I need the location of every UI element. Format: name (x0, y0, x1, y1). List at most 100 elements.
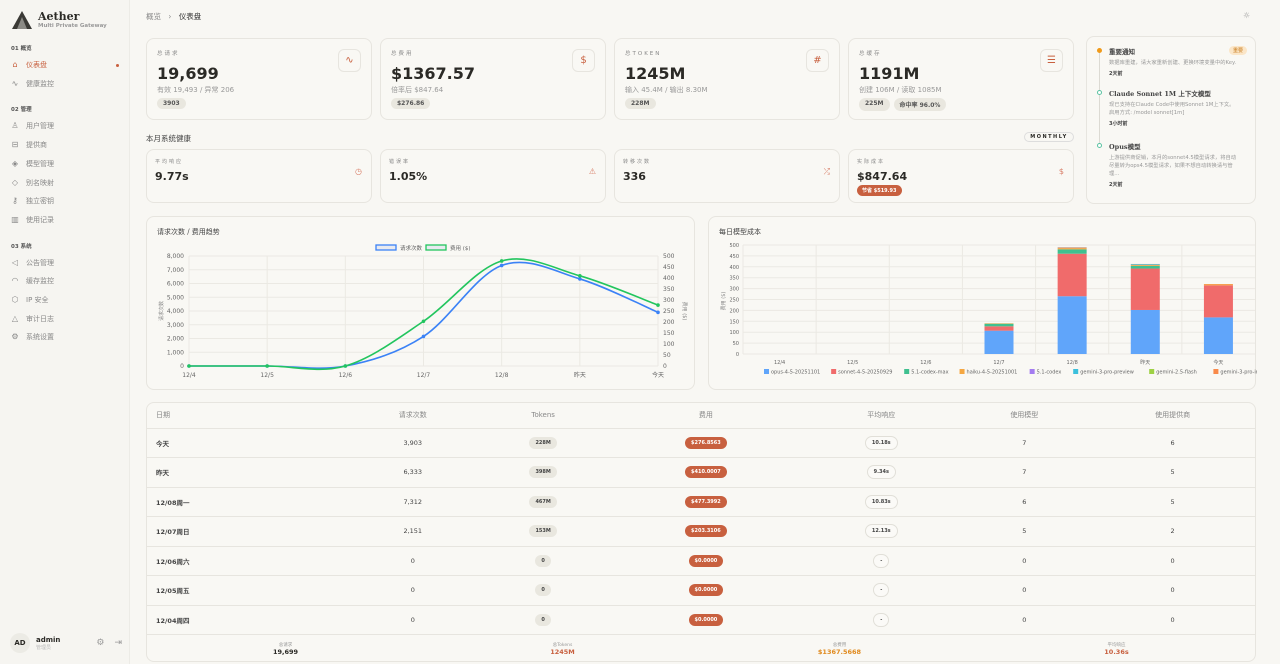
table-cell: 10.18s (804, 428, 959, 458)
column-header[interactable]: 使用提供商 (1090, 403, 1255, 429)
table-cell: 7 (958, 457, 1091, 488)
y-tick-label: 0 (736, 352, 739, 358)
avg-response-value: 12.13s (864, 524, 898, 539)
models-used-value: 0 (1022, 556, 1027, 565)
column-header[interactable]: Tokens (478, 403, 608, 429)
table-cell: 昨天 (147, 457, 347, 488)
table-cell: 228M (478, 428, 608, 458)
sidebar-item[interactable]: ◁ 公告管理 (11, 256, 123, 270)
sidebar-item-label: 仪表盘 (26, 61, 47, 69)
date-value: 12/08周一 (156, 498, 190, 507)
table-row[interactable]: 今天 3,903 228M $276.8563 10.18s 7 6 (147, 428, 1255, 458)
notice-item[interactable]: Claude Sonnet 1M 上下文模型 现已支持在Claude Code中… (1109, 88, 1239, 127)
legend-swatch (1073, 369, 1079, 374)
sidebar-item[interactable]: ⚷ 独立密钥 (11, 194, 123, 208)
stacked-bar-segment (1130, 265, 1160, 269)
table-cell: 3,903 (346, 428, 479, 458)
column-header[interactable]: 请求次数 (346, 403, 479, 429)
avg-response-value: 9.34s (866, 465, 896, 480)
table-row[interactable]: 12/08周一 7,312 467M $477.3992 10.83s 6 5 (147, 487, 1255, 517)
legend-label: 请求次数 (400, 244, 423, 252)
sidebar-item[interactable]: ⊟ 提供商 (11, 138, 123, 152)
models-used-value: 0 (1022, 586, 1027, 595)
legend-swatch (1213, 369, 1219, 374)
data-point (656, 303, 660, 307)
sidebar-item[interactable]: ♙ 用户管理 (11, 119, 123, 133)
table-row[interactable]: 12/04周四 0 0 $0.0000 - 0 0 (147, 605, 1255, 635)
sidebar-item[interactable]: ⚙ 系统设置 (11, 330, 123, 344)
stacked-bar-segment (1057, 253, 1087, 297)
column-header[interactable]: 费用 (607, 403, 805, 429)
legend-label: gemini-3-pro-preview (1080, 370, 1134, 376)
avg-response-value: - (873, 612, 890, 627)
stat-pill: 225M (859, 98, 890, 111)
table-cell: 12/06周六 (147, 546, 347, 576)
stat-card: 总请求 19,699 有效 19,493 / 异常 206 3903 ∿ (146, 38, 372, 120)
providers-used-value: 0 (1170, 556, 1175, 565)
stat-value: 1191M (859, 64, 920, 83)
y-tick-label: 400 (729, 265, 739, 271)
table-row[interactable]: 昨天 6,333 398M $410.0007 9.34s 7 5 (147, 457, 1255, 488)
avg-response-value: - (873, 583, 890, 598)
logout-icon[interactable]: ⇥ (114, 638, 122, 648)
table-row[interactable]: 12/05周五 0 0 $0.0000 - 0 0 (147, 575, 1255, 606)
brand-tagline: Multi Private Gateway (38, 23, 107, 29)
table-row[interactable]: 12/06周六 0 0 $0.0000 - 0 0 (147, 546, 1255, 576)
sidebar-item[interactable]: ▥ 使用记录 (11, 213, 123, 227)
y-tick-label: 50 (733, 341, 739, 347)
notice-title: 重要通知 (1109, 48, 1135, 56)
table-cell: 2,151 (346, 516, 479, 547)
requests-value: 0 (410, 586, 415, 595)
column-header[interactable]: 使用模型 (958, 403, 1091, 429)
table-cell: 7 (958, 428, 1091, 458)
activity-icon: ∿ (338, 49, 361, 72)
timeline-dot (1097, 48, 1102, 53)
table-cell: 0 (478, 575, 608, 606)
legend-label: haiku-4-5-20251001 (967, 370, 1018, 376)
breadcrumb-overview[interactable]: 概览 (146, 12, 161, 21)
theme-toggle-icon[interactable]: ☼ (1243, 11, 1251, 20)
sidebar-item[interactable]: ⬡ IP 安全 (11, 293, 123, 307)
timeline-dot (1097, 143, 1102, 148)
settings-icon: ⚙ (11, 332, 19, 342)
period-badge[interactable]: MONTHLY (1024, 132, 1074, 142)
layers-icon: ◈ (11, 158, 19, 168)
x-tick-label: 12/5 (260, 372, 274, 379)
health-label: 错误率 (389, 159, 411, 165)
daily-table-card: 日期 请求次数 Tokens 费用 平均响应 使用模型 使用提供商 今天 3,903 228M $2… (146, 402, 1256, 662)
sidebar-item[interactable]: ⌂ 仪表盘 (11, 58, 123, 72)
settings-icon[interactable]: ⚙ (96, 638, 105, 648)
sidebar-item-label: 模型管理 (26, 159, 54, 168)
sidebar-item-label: 提供商 (26, 141, 47, 150)
table-row[interactable]: 12/07周日 2,151 153M $203.3106 12.13s 5 2 (147, 516, 1255, 547)
table-cell: $0.0000 (607, 546, 805, 576)
sidebar-item[interactable]: ∿ 健康监控 (11, 77, 123, 91)
column-header[interactable]: 日期 (147, 403, 347, 429)
notice-item[interactable]: Opus模型 上游提供商促销，本月的sonnet4.5模型请求，将自动尽量转为o… (1109, 141, 1239, 188)
sidebar-item-label: 使用记录 (26, 215, 54, 224)
column-header[interactable]: 平均响应 (804, 403, 959, 429)
y-tick-label: 250 (729, 298, 739, 304)
requests-value: 0 (410, 615, 415, 624)
notice-body: 上游提供商促销，本月的sonnet4.5模型请求，将自动尽量转为ops4.5模型… (1109, 155, 1237, 177)
user-role: 管理员 (36, 644, 52, 651)
sidebar-item-label: 缓存监控 (26, 277, 54, 286)
table-cell: $0.0000 (607, 575, 805, 606)
notice-time: 3小时前 (1109, 121, 1128, 127)
sidebar-item[interactable]: △ 审计日志 (11, 312, 123, 326)
table-cell: 0 (346, 575, 479, 606)
gauge-icon: ◠ (11, 276, 19, 286)
date-value: 12/04周四 (156, 616, 190, 625)
notice-time: 2天前 (1109, 182, 1123, 188)
notice-item[interactable]: 重要通知 重要 数据库重建，请大家重新创建、更换环境变量中的Key. 2天前 (1109, 46, 1247, 77)
sidebar-item[interactable]: ◇ 别名映射 (11, 176, 123, 190)
cost-value: $276.8563 (685, 436, 727, 449)
notice-time: 2天前 (1109, 71, 1123, 77)
alert-triangle-icon: △ (11, 313, 19, 323)
breadcrumb-dashboard: 仪表盘 (178, 12, 202, 21)
table-cell: - (804, 575, 959, 606)
sidebar-item[interactable]: ◠ 缓存监控 (11, 274, 123, 288)
y2-tick-label: 300 (663, 297, 675, 304)
key-icon: ⚷ (12, 196, 18, 206)
sidebar-item[interactable]: ◈ 模型管理 (11, 157, 123, 171)
